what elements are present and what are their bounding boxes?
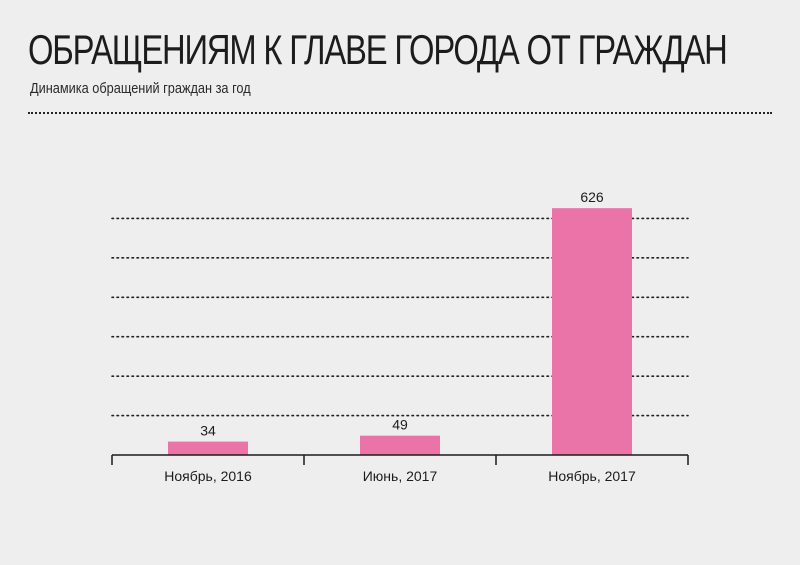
bar-value-label: 34 xyxy=(200,423,216,439)
x-axis: Ноябрь, 2016 Июнь, 2017 Ноябрь, 2017 xyxy=(111,454,689,484)
x-tick-label: Июнь, 2017 xyxy=(363,468,438,484)
bar-value-label: 626 xyxy=(580,189,604,205)
bar xyxy=(552,208,632,455)
chart-bars: 34 49 626 xyxy=(168,189,632,455)
bar xyxy=(168,441,248,455)
x-tick-label: Ноябрь, 2017 xyxy=(548,468,636,484)
bar-value-label: 49 xyxy=(392,417,408,433)
page-subtitle: Динамика обращений граждан за год xyxy=(30,80,251,97)
page-title: ОБРАЩЕНИЯМ К ГЛАВЕ ГОРОДА ОТ ГРАЖДАН xyxy=(28,26,728,73)
x-tick-label: Ноябрь, 2016 xyxy=(164,468,252,484)
header-divider xyxy=(28,112,772,114)
bar xyxy=(360,435,440,455)
